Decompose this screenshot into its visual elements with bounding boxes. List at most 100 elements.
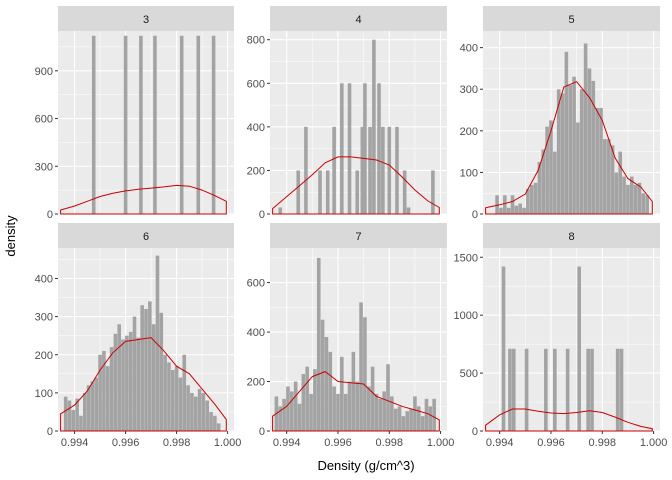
histogram-bar xyxy=(205,400,210,431)
histogram-bar xyxy=(163,354,167,431)
histogram-bar xyxy=(347,83,352,215)
histogram-bar xyxy=(431,170,435,214)
histogram-bar xyxy=(301,374,306,431)
y-tick-label: 300 xyxy=(460,84,478,96)
facet-panel-8: 8 0 500 1000 1500 0.994 0.996 0.998 1.000 xyxy=(454,223,668,449)
histogram-bar xyxy=(587,68,592,214)
histogram-bar xyxy=(140,305,144,431)
y-tick-label: 400 xyxy=(460,43,478,55)
histogram-bar xyxy=(179,35,184,215)
histogram-bar xyxy=(514,205,519,214)
histogram-bar xyxy=(629,176,634,214)
histogram-bar xyxy=(568,85,573,215)
histogram-bar xyxy=(167,362,171,431)
histogram-bar xyxy=(508,348,512,431)
histogram-bar xyxy=(603,139,607,214)
histogram-bar xyxy=(599,107,603,214)
histogram-bar xyxy=(63,396,68,431)
x-tick-label: 1.000 xyxy=(640,437,668,449)
histogram-bar xyxy=(378,398,383,431)
panel-background xyxy=(58,31,234,214)
histogram-bar xyxy=(75,398,79,431)
histogram-bar xyxy=(86,385,91,431)
histogram-bar xyxy=(193,396,198,431)
histogram-bar xyxy=(71,410,76,431)
histogram-bar xyxy=(318,170,322,214)
histogram-bar xyxy=(201,392,206,431)
histogram-bar xyxy=(544,348,548,431)
histogram-bar xyxy=(382,391,386,431)
histogram-bar xyxy=(170,370,175,431)
histogram-bar xyxy=(132,316,137,431)
histogram-bars xyxy=(91,35,216,215)
histogram-bar xyxy=(556,89,561,214)
facet-panel-6: 6 0 100 200 300 400 0.994 0.996 0.998 1.000 xyxy=(35,223,241,449)
facet-strip xyxy=(483,6,660,31)
facet-strip-label: 4 xyxy=(355,14,361,26)
histogram-bar xyxy=(524,348,529,431)
y-tick-label: 0 xyxy=(472,209,478,221)
histogram-bar xyxy=(123,35,128,215)
histogram-bar xyxy=(370,366,375,431)
histogram-bars xyxy=(278,39,435,215)
histogram-bars xyxy=(501,266,624,431)
histogram-bar xyxy=(136,337,141,431)
histogram-bar xyxy=(565,348,570,431)
histogram-bar xyxy=(503,195,507,214)
histogram-bar xyxy=(144,309,148,431)
histogram-bar xyxy=(340,356,344,431)
histogram-bar xyxy=(495,195,499,214)
y-tick-label: 300 xyxy=(35,312,53,324)
histogram-bar xyxy=(564,51,569,214)
histogram-bar xyxy=(506,207,511,214)
histogram-bar xyxy=(182,354,187,431)
histogram-bar xyxy=(347,381,352,431)
facet-strip-label: 5 xyxy=(568,14,574,26)
x-tick-label: 1.000 xyxy=(427,437,455,449)
y-tick-label: 200 xyxy=(460,126,478,138)
histogram-bar xyxy=(499,207,503,214)
facet-strip xyxy=(58,223,234,248)
histogram-bar xyxy=(413,396,417,431)
histogram-bar xyxy=(278,406,283,431)
histogram-bar xyxy=(286,386,290,431)
histogram-bar xyxy=(313,369,317,431)
density-curve xyxy=(485,408,653,432)
histogram-bar xyxy=(541,149,546,214)
histogram-bar xyxy=(424,398,429,431)
y-tick-label: 400 xyxy=(247,327,265,339)
facet-strip-label: 6 xyxy=(143,231,149,243)
histogram-bars xyxy=(495,43,649,215)
histogram-bar xyxy=(386,364,390,431)
histogram-bar xyxy=(209,411,213,431)
x-tick-label: 0.994 xyxy=(61,437,89,449)
histogram-bar xyxy=(428,406,433,431)
histogram-bar xyxy=(213,415,217,431)
y-tick-label: 0 xyxy=(47,426,53,438)
histogram-bar xyxy=(360,126,365,214)
facet-strip xyxy=(58,6,234,31)
histogram-bars xyxy=(63,255,221,431)
histogram-bar xyxy=(615,348,620,431)
histogram-bar xyxy=(324,337,329,431)
histogram-bar xyxy=(518,203,522,214)
minor-gridlines xyxy=(58,31,234,214)
histogram-bar xyxy=(359,302,363,431)
histogram-bar xyxy=(432,398,436,431)
histogram-bar xyxy=(401,416,406,431)
histogram-bar xyxy=(125,335,129,431)
y-axis-title: density xyxy=(3,215,18,257)
histogram-bar xyxy=(626,184,630,214)
histogram-bar xyxy=(351,351,356,431)
histogram-bar xyxy=(332,386,336,431)
histogram-bar xyxy=(293,381,298,431)
histogram-bar xyxy=(610,145,615,214)
histogram-bar xyxy=(633,184,638,214)
histogram-bar xyxy=(328,351,333,431)
y-tick-label: 400 xyxy=(35,274,53,286)
histogram-bar xyxy=(159,312,164,431)
facet-panel-4: 4 0 200 400 600 800 xyxy=(247,6,447,221)
histogram-bar xyxy=(336,393,340,431)
y-tick-label: 800 xyxy=(247,35,265,47)
x-tick-label: 0.994 xyxy=(486,437,514,449)
